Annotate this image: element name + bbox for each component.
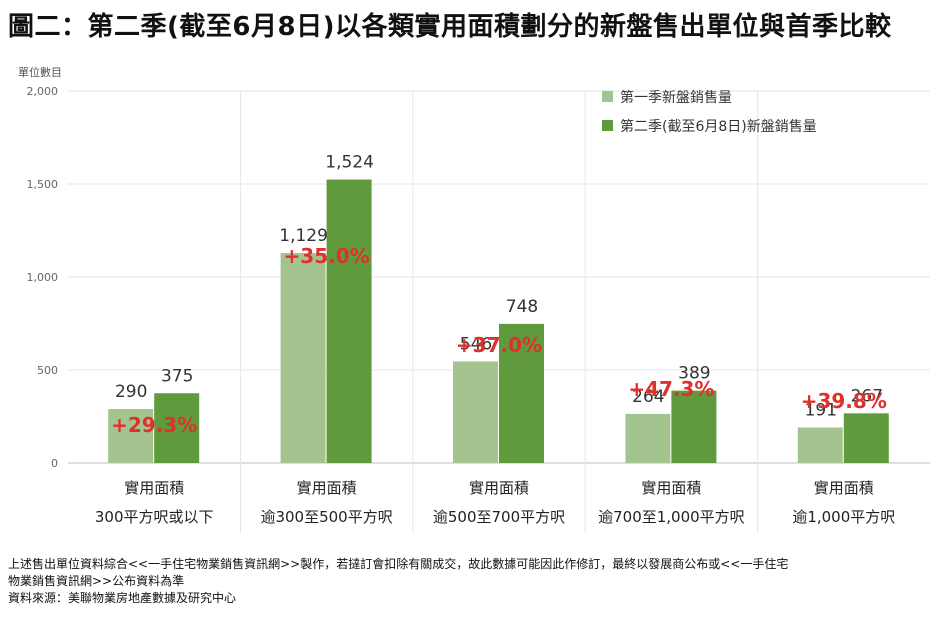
category-label: 實用面積 — [814, 479, 874, 497]
data-label: 546 — [460, 334, 492, 354]
bar-chart: 0 500 1,000 1,500 2,000 單位數目 290 375 +29.3% 實用面積 3… — [18, 65, 930, 533]
growth-annotation: +39.8% — [801, 389, 887, 413]
legend-label: 第一季新盤銷售量 — [620, 89, 732, 106]
legend-swatch — [602, 91, 613, 102]
footnote-line-1: 上述售出單位資料綜合<<一手住宅物業銷售資訊網>>製作，若撻訂會扣除有關成交，故… — [8, 557, 789, 571]
growth-annotation: +47.3% — [628, 377, 714, 401]
category-label: 實用面積 — [641, 479, 701, 497]
bar — [453, 361, 498, 463]
category-label: 300平方呎或以下 — [95, 508, 214, 526]
growth-annotation: +29.3% — [111, 413, 197, 437]
category-label: 逾700至1,000平方呎 — [598, 508, 745, 526]
legend-swatch — [602, 120, 613, 131]
category-label: 實用面積 — [469, 479, 529, 497]
footnote-source: 資料來源：美聯物業房地產數據及研究中心 — [8, 591, 237, 605]
footnotes: 上述售出單位資料綜合<<一手住宅物業銷售資訊網>>製作，若撻訂會扣除有關成交，故… — [8, 556, 928, 607]
growth-annotation: +37.0% — [456, 333, 542, 357]
bar — [671, 390, 717, 463]
data-label: 1,129 — [279, 226, 328, 246]
bar — [625, 413, 671, 463]
bar — [499, 323, 544, 463]
category-label: 實用面積 — [124, 479, 184, 497]
category-label: 實用面積 — [297, 479, 357, 497]
y-tick-label: 500 — [37, 364, 58, 377]
data-label: 375 — [161, 366, 193, 386]
y-axis-label: 單位數目 — [18, 65, 62, 79]
growth-annotation: +35.0% — [284, 244, 370, 268]
bar — [108, 409, 154, 463]
bar — [154, 393, 200, 463]
data-label: 290 — [115, 382, 147, 402]
bar — [326, 179, 372, 463]
y-tick-label: 0 — [51, 457, 58, 470]
data-label: 1,524 — [325, 153, 374, 173]
bar — [797, 427, 843, 463]
bar — [843, 413, 889, 463]
category-label: 逾1,000平方呎 — [792, 508, 895, 526]
footnote-line-2: 物業銷售資訊網>>公布資料為準 — [8, 574, 185, 588]
data-label: 267 — [851, 386, 883, 406]
chart-title: 圖二：第二季(截至6月8日)以各類實用面積劃分的新盤售出單位與首季比較 — [8, 12, 892, 42]
data-label: 389 — [678, 364, 710, 384]
data-label: 191 — [805, 400, 837, 420]
y-tick-label: 2,000 — [27, 85, 59, 98]
category-label: 逾300至500平方呎 — [260, 508, 392, 526]
data-label: 264 — [632, 387, 664, 407]
y-tick-label: 1,000 — [27, 271, 59, 284]
y-tick-label: 1,500 — [27, 178, 59, 191]
category-label: 逾500至700平方呎 — [433, 508, 565, 526]
data-label: 748 — [506, 297, 538, 317]
legend-label: 第二季(截至6月8日)新盤銷售量 — [620, 118, 817, 135]
bar — [280, 253, 326, 463]
